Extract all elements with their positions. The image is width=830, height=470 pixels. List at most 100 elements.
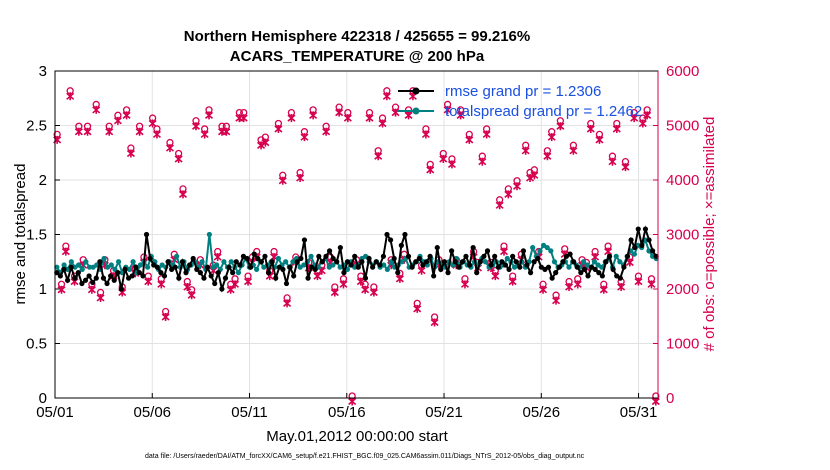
rmse-point: [474, 270, 480, 276]
rmse-point: [470, 244, 476, 251]
rmse-point: [405, 253, 412, 259]
rmse-point: [323, 253, 329, 259]
rmse-point: [423, 259, 430, 265]
rmse-point: [466, 262, 473, 268]
rmse-point: [398, 242, 404, 248]
rmse-point: [581, 266, 588, 272]
rmse-point: [190, 255, 196, 262]
rmse-point: [416, 255, 422, 262]
rmse-point: [197, 270, 203, 276]
rmse-point: [319, 259, 326, 265]
obs-assimilated-point: [356, 277, 365, 286]
chart-title: Northern Hemisphere 422318 / 425655 = 99…: [184, 28, 530, 45]
obs-assimilated-point: [157, 280, 166, 289]
obs-assimilated-point: [278, 176, 287, 185]
rmse-point: [161, 273, 168, 279]
rmse-point: [208, 273, 214, 279]
rmse-point: [143, 231, 150, 238]
totalspread-point: [388, 259, 394, 265]
obs-assimilated-point: [421, 130, 430, 139]
obs-assimilated-point: [96, 293, 105, 302]
totalspread-point: [145, 264, 151, 270]
rmse-point: [244, 255, 250, 262]
rmse-point: [326, 248, 333, 254]
rmse-point: [68, 264, 74, 270]
obs-assimilated-point: [586, 125, 595, 133]
obs-assimilated-point: [447, 160, 456, 169]
rmse-point: [585, 273, 591, 279]
totalspread-point: [551, 259, 558, 265]
legend-rmse-marker: [412, 87, 420, 95]
y2-tick-label: 5000: [666, 118, 699, 135]
rmse-point: [481, 253, 487, 259]
rmse-point: [610, 266, 616, 272]
rmse-point: [549, 275, 555, 281]
obs-assimilated-point: [309, 111, 318, 120]
obs-assimilated-point: [595, 135, 604, 144]
obs-assimilated-point: [634, 277, 643, 286]
totalspread-point: [290, 259, 296, 265]
rmse-point: [75, 270, 81, 276]
rmse-point: [477, 259, 483, 265]
totalspread-point: [214, 262, 220, 268]
totalspread-point: [86, 264, 93, 270]
rmse-point: [492, 253, 498, 259]
obs-assimilated-point: [365, 114, 374, 123]
rmse-point: [409, 264, 415, 270]
rmse-point: [312, 266, 318, 272]
rmse-point: [237, 262, 243, 268]
rmse-point: [341, 270, 347, 276]
rmse-point: [531, 259, 537, 265]
rmse-point: [115, 270, 121, 276]
rmse-point: [348, 262, 354, 268]
totalspread-point: [130, 259, 136, 265]
rmse-point: [179, 259, 186, 265]
rmse-point: [384, 231, 390, 238]
totalspread-point: [482, 259, 489, 265]
rmse-point: [377, 262, 383, 268]
obs-assimilated-point: [617, 283, 626, 292]
obs-assimilated-point: [512, 182, 522, 191]
rmse-point: [186, 262, 193, 268]
obs-assimilated-point: [226, 285, 235, 294]
totalspread-point: [566, 264, 572, 270]
obs-assimilated-point: [478, 157, 487, 166]
obs-assimilated-point: [330, 288, 339, 297]
obs-assimilated-point: [565, 283, 574, 292]
rmse-point: [571, 259, 577, 265]
rmse-point: [194, 266, 200, 272]
obs-assimilated-point: [395, 274, 404, 283]
rmse-point: [183, 270, 189, 276]
rmse-point: [273, 275, 279, 281]
totalspread-point: [54, 264, 60, 270]
obs-assimilated-point: [257, 141, 266, 150]
rmse-point: [79, 280, 85, 287]
rmse-point: [258, 259, 264, 265]
obs-assimilated-point: [382, 92, 391, 101]
obs-assimilated-point: [508, 277, 517, 286]
obs-assimilated-point: [443, 105, 452, 114]
totalspread-point: [101, 255, 107, 262]
obs-assimilated-point: [625, 258, 634, 267]
rmse-point: [219, 286, 225, 292]
rmse-point: [391, 255, 397, 262]
obs-assimilated-point: [651, 397, 660, 406]
x-tick-label: 05/06: [133, 404, 171, 421]
rmse-point: [642, 226, 649, 232]
obs-assimilated-point: [417, 266, 426, 275]
obs-assimilated-point: [638, 119, 647, 128]
totalspread-point: [381, 262, 387, 268]
totalspread-point: [399, 259, 405, 265]
totalspread-point: [126, 266, 133, 272]
rmse-point: [488, 262, 494, 268]
obs-assimilated-point: [83, 127, 92, 136]
rmse-point: [57, 273, 63, 279]
rmse-point: [438, 266, 444, 272]
rmse-point: [93, 275, 99, 281]
legend: rmse grand pr = 1.2306 totalspread grand…: [398, 83, 642, 120]
rmse-point: [545, 264, 552, 270]
rmse-point: [352, 253, 358, 259]
obs-assimilated-point: [183, 283, 192, 292]
obs-assimilated-point: [92, 105, 101, 114]
y2-tick-label: 1000: [666, 336, 699, 353]
